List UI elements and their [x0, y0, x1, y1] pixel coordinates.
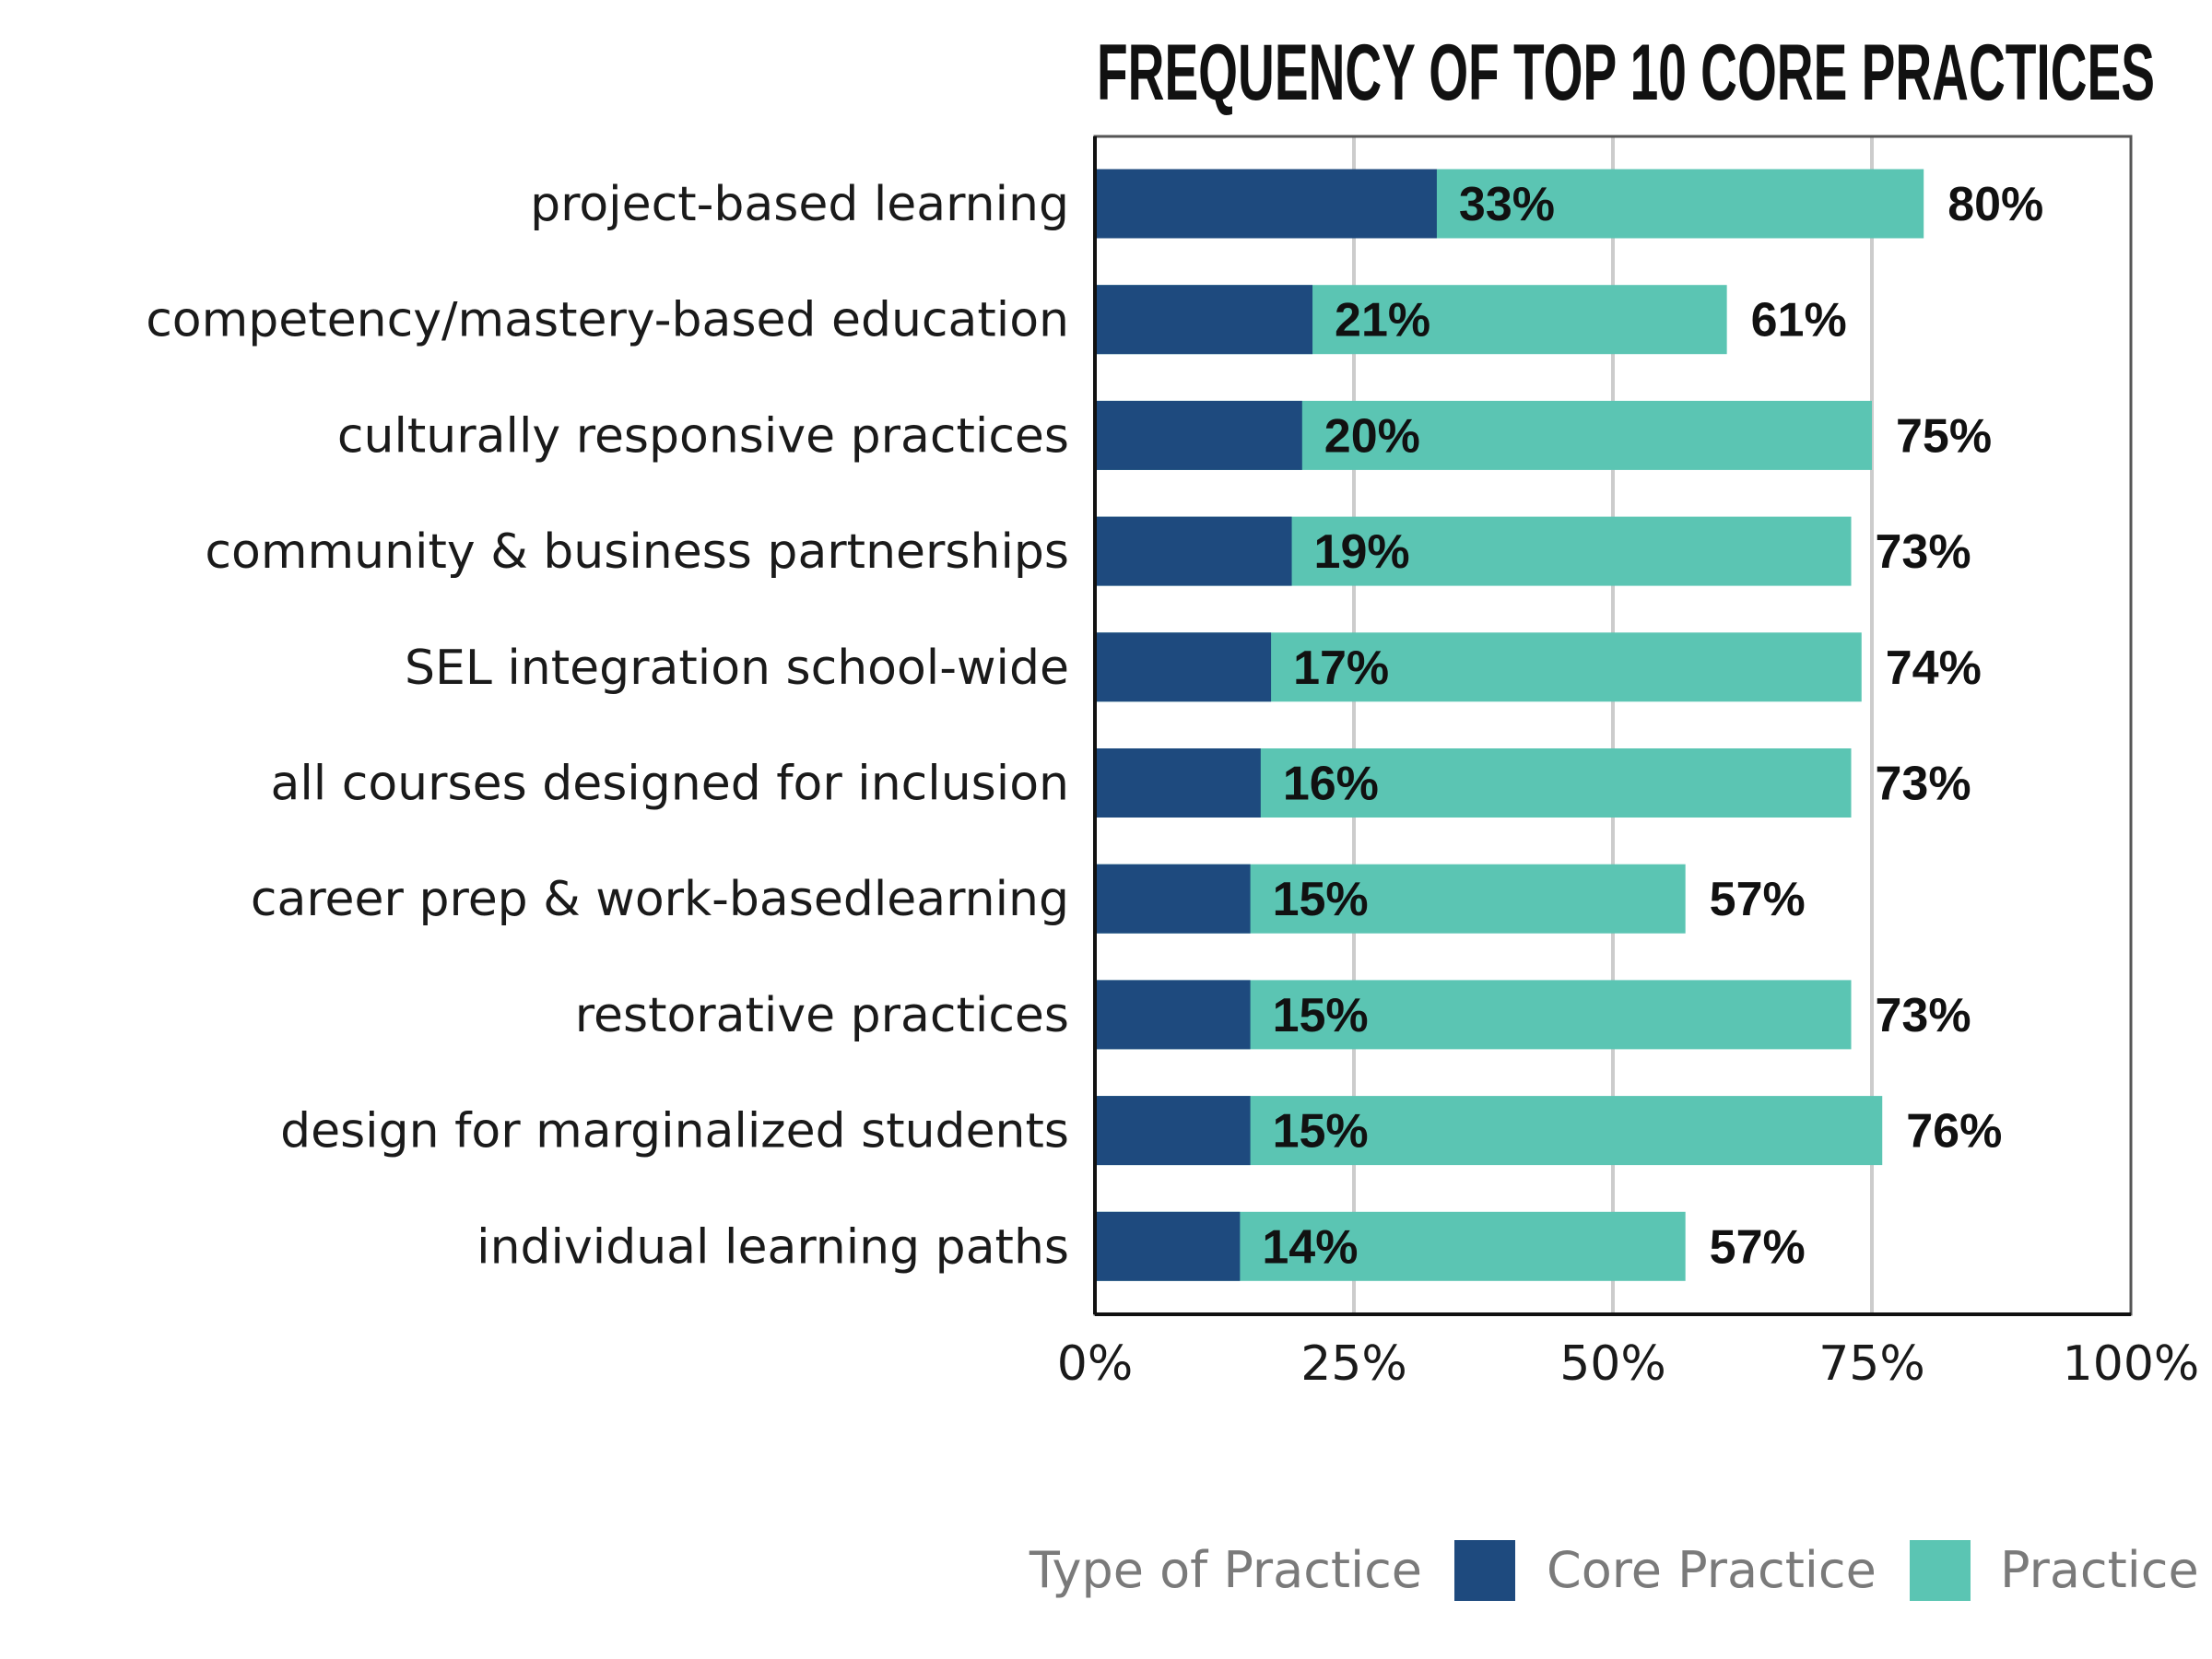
category-label-1: competency/mastery-based education [146, 293, 1069, 348]
bar-core-practice-3 [1095, 516, 1292, 586]
data-label-core-practice-4: 17% [1293, 641, 1389, 695]
data-label-practice-6: 57% [1710, 873, 1806, 926]
category-label-0: project-based learning [530, 177, 1069, 232]
data-label-practice-1: 61% [1751, 294, 1847, 347]
bar-core-practice-7 [1095, 980, 1251, 1050]
legend-swatch-practice [1910, 1540, 1971, 1601]
data-label-core-practice-2: 20% [1324, 409, 1420, 463]
legend-title: Type of Practice [1029, 1541, 1422, 1599]
x-tick-label-100: 100% [2063, 1336, 2200, 1392]
data-label-core-practice-7: 15% [1273, 989, 1369, 1042]
data-label-core-practice-5: 16% [1283, 758, 1379, 811]
data-label-practice-5: 73% [1876, 758, 1971, 811]
bar-core-practice-0 [1095, 169, 1437, 239]
category-label-9: individual learning paths [477, 1219, 1069, 1275]
x-tick-label-50: 50% [1559, 1336, 1666, 1392]
x-tick-label-0: 0% [1057, 1336, 1134, 1392]
legend-label-practice: Practice [2000, 1541, 2199, 1599]
data-label-practice-3: 73% [1876, 525, 1971, 579]
data-label-core-practice-8: 15% [1273, 1105, 1369, 1159]
data-label-practice-4: 74% [1886, 641, 1982, 695]
data-label-core-practice-9: 14% [1262, 1220, 1358, 1274]
data-label-practice-0: 80% [1947, 178, 2043, 231]
legend-swatch-core-practice [1454, 1540, 1515, 1601]
x-tick-label-25: 25% [1300, 1336, 1407, 1392]
chart-title: FREQUENCY OF TOP 10 CORE PRACTICES [1097, 29, 2155, 117]
bar-core-practice-9 [1095, 1211, 1241, 1281]
bars [1095, 169, 1924, 1281]
category-label-2: culturally responsive practices [337, 408, 1069, 464]
bar-core-practice-1 [1095, 285, 1313, 355]
category-label-8: design for marginalized students [280, 1104, 1069, 1159]
legend-label-core-practice: Core Practice [1547, 1541, 1877, 1599]
category-label-5: all courses designed for inclusion [270, 757, 1069, 812]
bar-core-practice-8 [1095, 1096, 1251, 1166]
data-label-core-practice-1: 21% [1335, 294, 1430, 347]
category-label-7: restorative practices [575, 988, 1069, 1043]
data-label-core-practice-6: 15% [1273, 873, 1369, 926]
data-label-practice-8: 76% [1906, 1105, 2002, 1159]
category-label-4: SEL integration school-wide [405, 641, 1069, 696]
data-label-core-practice-3: 19% [1314, 525, 1410, 579]
data-label-practice-2: 75% [1896, 409, 1992, 463]
bar-core-practice-6 [1095, 864, 1251, 934]
labels: project-based learning 33% 80% competency/m… [146, 177, 2199, 1392]
data-label-practice-9: 57% [1710, 1220, 1806, 1274]
x-tick-label-75: 75% [1818, 1336, 1925, 1392]
bar-core-practice-5 [1095, 748, 1261, 818]
bar-core-practice-2 [1095, 400, 1302, 470]
bar-core-practice-4 [1095, 632, 1272, 702]
data-label-practice-7: 73% [1876, 989, 1971, 1042]
category-label-3: community & business partnerships [205, 524, 1069, 580]
category-label-6: career prep & work-basedlearning [251, 872, 1069, 927]
legend: Type of Practice Core Practice Practice [1029, 1540, 2199, 1601]
data-label-core-practice-0: 33% [1459, 178, 1555, 231]
plot-frame [1093, 135, 2133, 1316]
